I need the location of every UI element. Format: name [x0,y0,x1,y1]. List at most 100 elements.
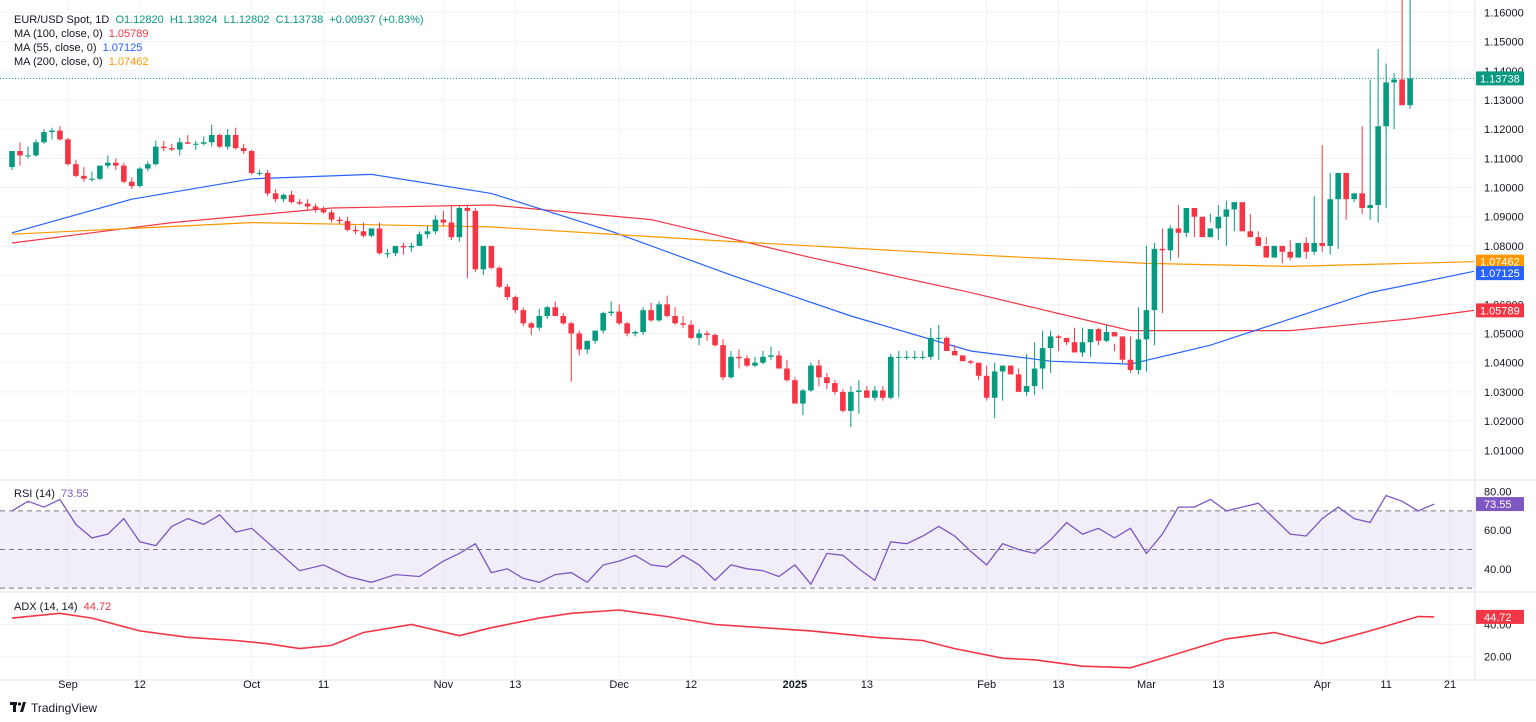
candle-body-148 [1191,207,1198,217]
adx-badge: 44.72 [1484,612,1512,624]
candle-body-9 [81,175,87,179]
rsi-label: RSI (14) [14,488,55,500]
candle-169 [1359,126,1365,214]
candle-body-136 [1095,329,1102,341]
candle-body-35 [288,194,295,203]
x-tick-label-6: Dec [609,679,629,691]
candle-112 [903,351,910,360]
candle-25 [208,124,215,147]
candle-body-32 [264,172,271,194]
candle-body-21 [176,142,183,150]
candle-body-70 [568,323,575,334]
candle-60 [488,245,495,270]
candle-140 [1127,336,1134,373]
candle-19 [160,140,167,152]
y-tick-label-11: 1.12000 [1484,124,1524,136]
candle-body-62 [504,286,511,298]
candle-body-107 [864,390,870,398]
candle-body-37 [304,203,311,207]
candle-body-84 [680,323,686,325]
candle-body-110 [887,356,894,398]
candle-135 [1087,329,1094,357]
candle-body-59 [480,245,487,270]
rsi-tick-label-2: 80.00 [1484,487,1512,499]
tradingview-footer[interactable]: TradingView [10,701,97,715]
candle-28 [232,127,239,150]
candle-171 [1375,48,1381,223]
candle-89 [720,339,726,381]
ma100-legend[interactable]: MA (100, close, 0) 1.05789 [14,28,151,40]
ma55-legend[interactable]: MA (55, close, 0) 1.07125 [14,42,145,54]
candle-body-138 [1111,332,1118,337]
candle-86 [696,329,702,346]
candle-body-79 [640,310,646,333]
candle-75 [608,301,614,316]
candle-body-38 [312,206,319,210]
candle-130 [1047,330,1054,373]
candle-body-123 [991,371,998,398]
x-tick-label-2: Oct [243,679,260,691]
candle-body-11 [97,165,103,179]
candle-158 [1271,245,1278,258]
ma200-value: 1.07462 [108,56,149,68]
candle-27 [224,129,231,150]
candle-body-174 [1399,79,1405,106]
x-tick-label-15: 11 [1380,679,1391,691]
candle-body-135 [1087,329,1094,343]
symbol-title[interactable]: EUR/USD Spot, 1D [14,14,110,26]
candle-body-146 [1175,228,1182,233]
candle-body-17 [145,164,151,169]
adx-legend[interactable]: ADX (14, 14) 44.72 [14,601,114,613]
candle-body-86 [696,333,702,338]
candle-90 [728,351,734,379]
ma200-badge: 1.07462 [1480,257,1520,269]
candle-46 [376,222,383,255]
rsi-line [11,494,1435,586]
candle-body-19 [160,146,167,149]
candle-body-169 [1359,193,1365,208]
candle-body-116 [935,337,942,339]
candle-body-100 [808,365,814,391]
candle-55 [448,206,455,241]
candle-157 [1263,237,1270,258]
candle-172 [1383,63,1389,208]
candle-body-131 [1055,336,1062,338]
candle-131 [1055,334,1062,352]
candle-body-165 [1327,199,1333,246]
rsi-tick-label-0: 40.00 [1484,564,1512,576]
candle-160 [1287,240,1294,261]
x-tick-label-4: Nov [434,679,454,691]
candle-114 [919,351,926,360]
candle-144 [1159,228,1166,314]
ma-line-2 [11,221,1475,268]
candle-body-99 [800,390,806,404]
ma200-legend[interactable]: MA (200, close, 0) 1.07462 [14,56,151,68]
candle-167 [1343,172,1349,220]
candle-body-134 [1079,342,1086,353]
x-tick-label-14: Apr [1314,679,1331,691]
candle-68 [552,301,559,316]
candle-body-126 [1015,374,1022,392]
candle-body-33 [272,193,279,200]
candle-body-29 [240,148,247,152]
candle-20 [168,143,175,152]
candle-body-151 [1215,216,1222,229]
x-tick-label-13: 13 [1212,679,1224,691]
y-tick-label-15: 1.16000 [1484,7,1524,19]
candle-57 [464,205,471,279]
candle-body-50 [408,245,415,248]
candle-45 [368,228,375,238]
candle-61 [496,266,503,289]
candle-body-124 [999,365,1006,372]
candle-body-5 [49,130,55,133]
candle-body-109 [880,390,886,398]
candle-body-121 [975,362,982,376]
candle-159 [1279,245,1286,264]
rsi-legend[interactable]: RSI (14) 73.55 [14,488,92,500]
candle-body-162 [1303,243,1310,252]
candle-54 [440,210,447,226]
candle-38 [312,203,319,213]
candle-141 [1135,307,1142,375]
